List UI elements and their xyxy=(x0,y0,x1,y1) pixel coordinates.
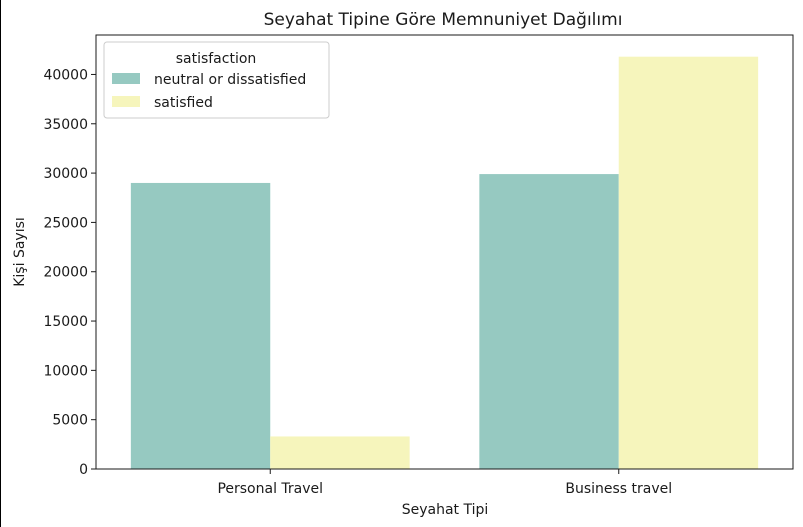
legend-label-1: neutral or dissatisfied xyxy=(154,72,306,88)
bar-2-2 xyxy=(618,56,759,469)
chart-title: Seyahat Tipine Göre Memnuniyet Dağılımı xyxy=(264,10,623,30)
y-tick-label-9: 40000 xyxy=(43,67,88,83)
legend-swatch-2 xyxy=(112,96,140,107)
legend-label-2: satisfied xyxy=(154,95,213,111)
legend-box xyxy=(103,41,330,119)
plot-frame xyxy=(95,34,794,470)
x-tick-label-1: Personal Travel xyxy=(217,481,323,497)
bar-2-1 xyxy=(479,174,619,469)
bar-1-2 xyxy=(270,436,410,469)
legend-items: neutral or dissatisfied satisfied xyxy=(112,72,306,111)
y-tick-label-4: 15000 xyxy=(43,314,88,330)
y-tick-label-3: 10000 xyxy=(43,363,88,379)
legend-title: satisfaction xyxy=(176,51,257,67)
x-axis: Personal Travel Business travel xyxy=(217,469,672,497)
bar-1-1 xyxy=(130,182,271,470)
y-tick-label-8: 35000 xyxy=(43,117,88,133)
y-tick-label-5: 20000 xyxy=(43,265,88,281)
x-axis-title: Seyahat Tipi xyxy=(402,502,489,518)
legend: satisfaction neutral or dissatisfied sati… xyxy=(103,41,330,119)
y-axis-title: Kişi Sayısı xyxy=(12,217,28,287)
y-tick-label-7: 30000 xyxy=(43,166,88,182)
y-tick-label-2: 5000 xyxy=(52,413,88,429)
x-tick-label-2: Business travel xyxy=(565,481,672,497)
bars-group xyxy=(130,56,759,470)
y-tick-label-1: 0 xyxy=(79,462,88,478)
y-axis: 0 5000 10000 15000 20000 25000 30000 35000 40000 xyxy=(43,67,96,478)
y-tick-label-6: 25000 xyxy=(43,215,88,231)
legend-swatch-1 xyxy=(112,73,140,84)
